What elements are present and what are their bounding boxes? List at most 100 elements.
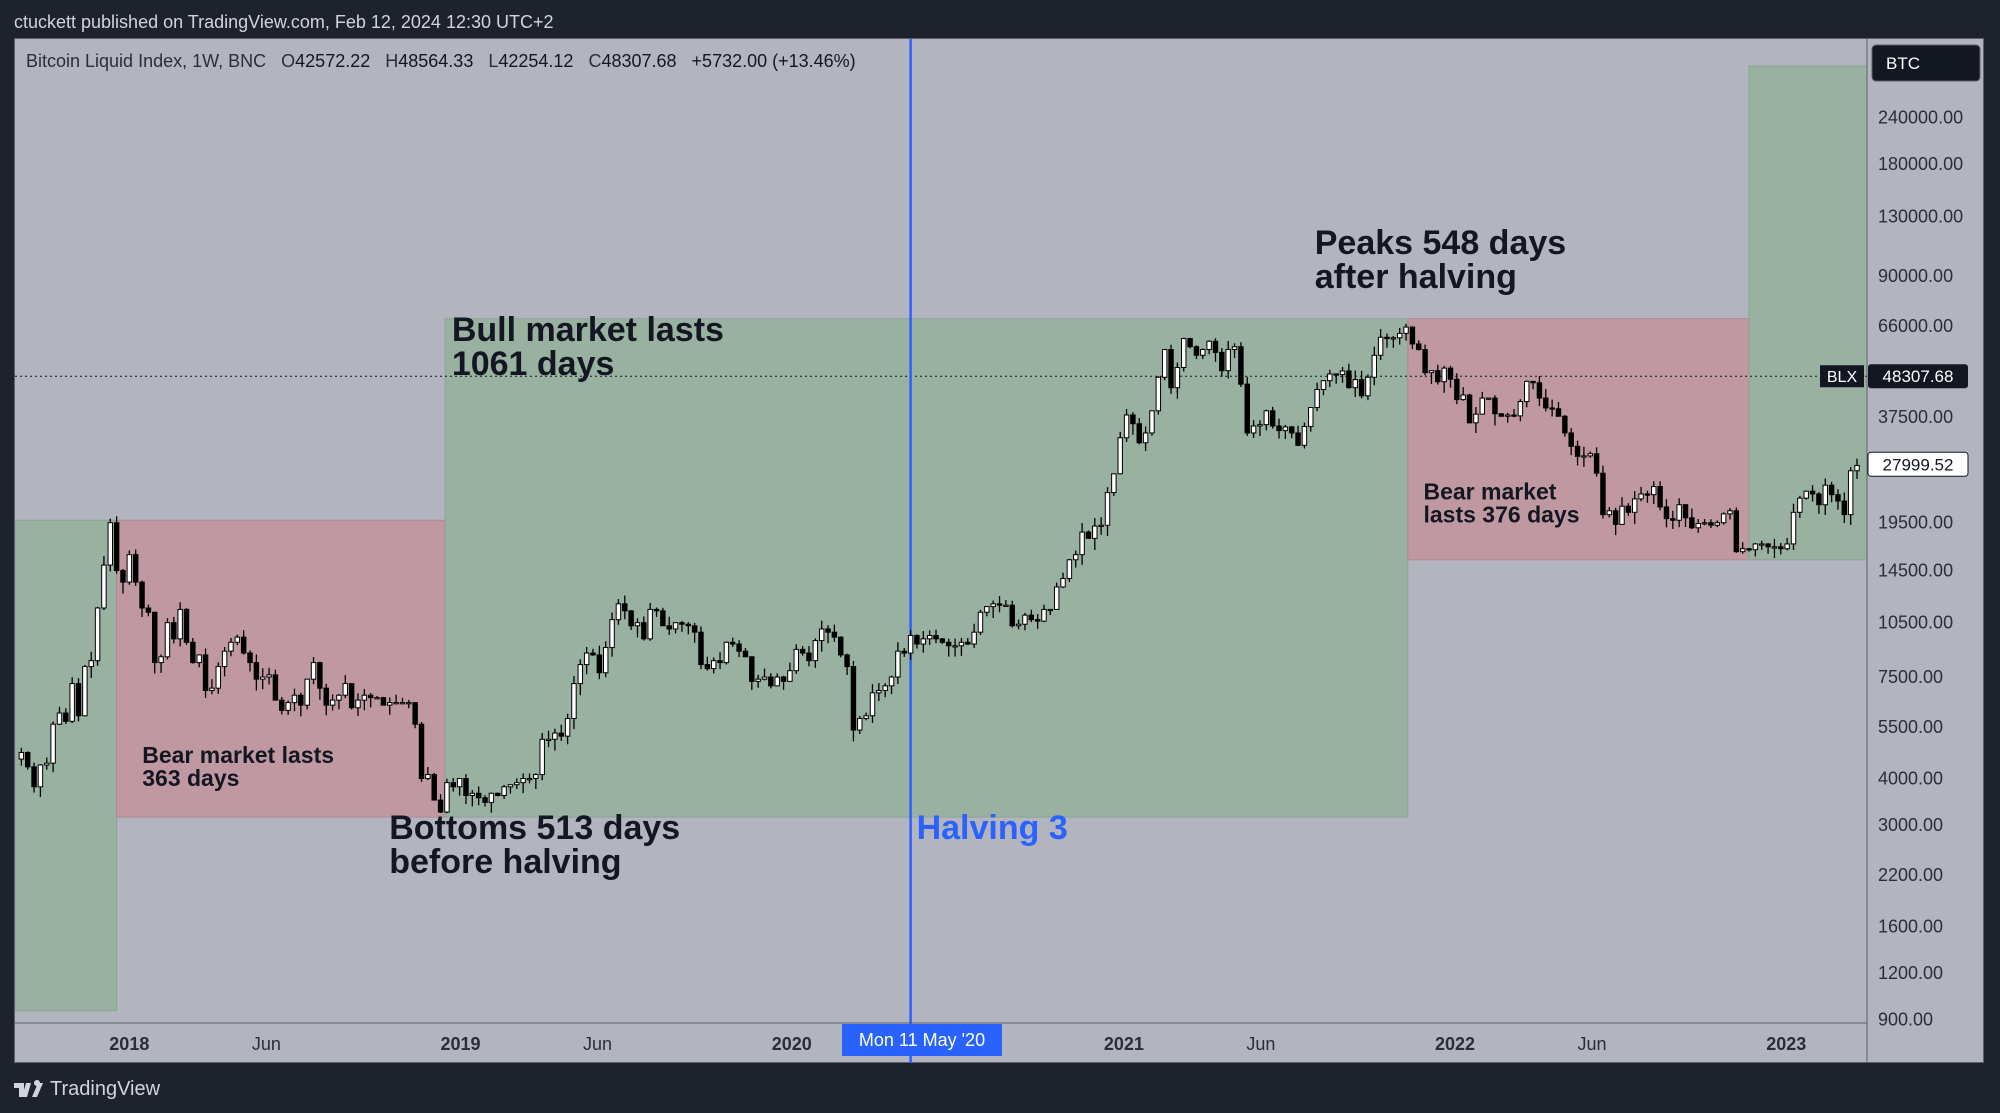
price-tick-label: 66000.00: [1878, 316, 1953, 336]
candle-body: [139, 581, 145, 609]
alert-tag-box: [1867, 451, 1969, 477]
candle-body: [56, 712, 63, 725]
candle-body: [1396, 332, 1403, 339]
candle-body: [780, 676, 787, 682]
candle-body: [1244, 383, 1250, 434]
candle-body: [1428, 370, 1435, 374]
candle-body: [1111, 473, 1117, 494]
price-tick-label: 2200.00: [1878, 865, 1943, 885]
candle-body: [1231, 346, 1238, 351]
candle-body: [641, 622, 647, 640]
candle-body: [1028, 614, 1035, 621]
candle-body: [590, 652, 596, 656]
currency-button[interactable]: BTC: [1871, 44, 1981, 82]
candle-body: [1511, 414, 1517, 417]
candle-body: [247, 652, 253, 664]
candle-body: [1238, 346, 1244, 385]
candle-body: [234, 636, 241, 643]
price-tag-symbol: BLX: [1827, 369, 1858, 386]
candle-body: [1066, 559, 1073, 580]
candle-body: [215, 666, 221, 689]
candle-body: [1339, 370, 1346, 376]
candle-body: [545, 738, 552, 741]
candle-body: [1498, 413, 1505, 417]
candle-body: [240, 636, 247, 654]
candle-body: [1828, 484, 1835, 496]
candle-body: [1517, 401, 1524, 417]
candle-body: [1047, 608, 1054, 612]
candle-body: [1682, 504, 1689, 519]
candle-body: [1155, 376, 1162, 412]
candle-body: [1701, 522, 1708, 525]
candle-body: [1371, 354, 1378, 378]
candle-body: [882, 685, 888, 691]
candle-body: [793, 648, 799, 672]
candle-body: [831, 631, 838, 638]
candle-body: [704, 664, 711, 670]
candle-body: [564, 718, 571, 737]
candle-body: [876, 689, 882, 694]
candle-body: [1301, 425, 1308, 446]
candle-body: [1479, 397, 1485, 415]
candle-body: [374, 697, 380, 700]
candle-body: [1606, 510, 1613, 516]
candle-body: [1631, 498, 1638, 513]
candle-body: [945, 641, 952, 647]
crosshair-date-box: [842, 1024, 1002, 1056]
candle-body: [514, 782, 520, 786]
candle-body: [1651, 486, 1657, 496]
time-tick-label: Jun: [1578, 1034, 1607, 1054]
time-tick-label: 2022: [1435, 1034, 1475, 1054]
candle-body: [1053, 586, 1060, 610]
annotation-line: 1061 days: [452, 345, 615, 383]
candle-body: [1085, 531, 1092, 539]
candle-body: [425, 774, 431, 780]
open-value: 42572.22: [295, 51, 370, 71]
open-label: O: [281, 51, 295, 71]
candle-body: [1543, 397, 1549, 409]
price-tick-label: 3000.00: [1878, 815, 1943, 835]
candle-body: [1759, 543, 1765, 546]
symbol-legend[interactable]: Bitcoin Liquid Index, 1W, BNC O42572.22 …: [26, 51, 856, 71]
candle-body: [1765, 543, 1771, 548]
candle-body: [279, 699, 285, 711]
candle-body: [88, 660, 94, 668]
candle-body: [583, 652, 590, 666]
candle-body: [539, 738, 545, 776]
candle-body: [1295, 432, 1301, 446]
candle-body: [901, 650, 907, 654]
candle-body: [221, 650, 228, 668]
price-axis[interactable]: 320000.00240000.00180000.00130000.009000…: [1878, 61, 1963, 1029]
candle-body: [456, 778, 463, 788]
candle-body: [1422, 349, 1428, 374]
candle-body: [1073, 554, 1079, 561]
candle-body: [1612, 510, 1619, 525]
candle-body: [1593, 453, 1600, 474]
candle-body: [1219, 351, 1225, 372]
annotation-line: Bottoms 513 days: [389, 809, 680, 847]
price-tick-label: 130000.00: [1878, 206, 1963, 226]
candle-body: [1720, 513, 1727, 524]
candle-body: [1104, 492, 1111, 526]
candle-body: [844, 654, 850, 668]
price-tick-label: 240000.00: [1878, 107, 1963, 127]
candle-body: [44, 762, 50, 766]
candle-body: [1504, 414, 1511, 417]
candle-body: [1663, 506, 1670, 520]
candle-body: [1200, 349, 1206, 356]
candle-body: [1784, 543, 1790, 550]
candle-body: [342, 683, 349, 696]
candle-body: [367, 694, 374, 699]
candle-body: [799, 648, 806, 654]
alert-price-tag[interactable]: 27999.52: [1867, 451, 1969, 477]
price-tick-label: 900.00: [1878, 1009, 1933, 1029]
candle-body: [914, 634, 920, 645]
alert-tag-value: 27999.52: [1883, 455, 1954, 474]
candle-body: [259, 676, 266, 680]
candle-body: [552, 732, 558, 740]
candle-body: [164, 622, 171, 658]
price-tick-label: 1600.00: [1878, 916, 1943, 936]
time-tick-label: 2021: [1104, 1034, 1144, 1054]
candle-body: [1390, 337, 1397, 340]
